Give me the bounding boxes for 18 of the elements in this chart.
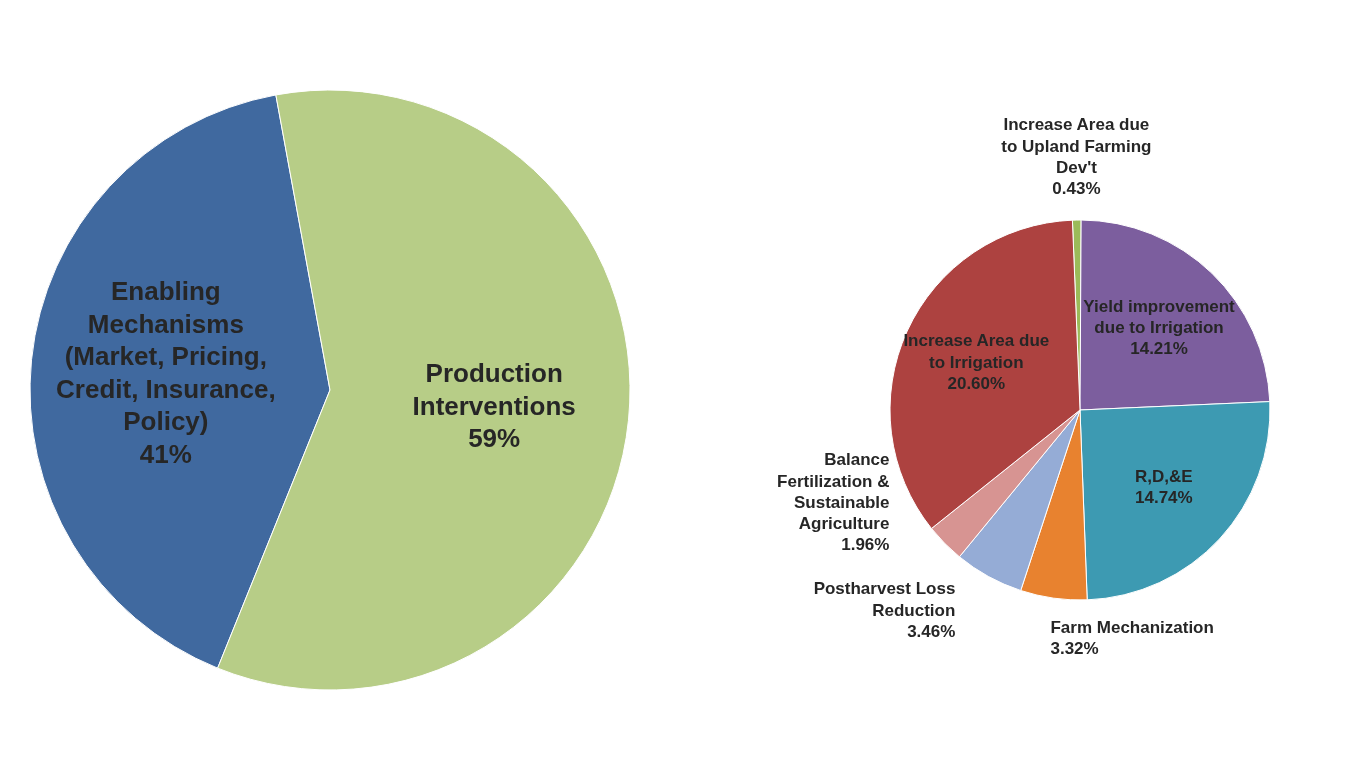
slice-label: Production Interventions xyxy=(412,358,576,421)
slice-label: Enabling Mechanisms (Market, Pricing, Credit, Insurance, Policy) xyxy=(56,276,276,437)
data-label: 14.21% xyxy=(1130,339,1188,359)
slice-label: Postharvest Loss Reduction xyxy=(813,579,956,620)
data-label: 0.43% xyxy=(1052,179,1101,199)
data-label: 3.32% xyxy=(1050,639,1099,659)
data-label: 41% xyxy=(139,438,192,469)
slice-label: Farm Mechanization xyxy=(1050,617,1214,637)
slice-label: Increase Area due to Upland Farming Dev't xyxy=(1001,115,1152,177)
slice-label: Balance Fertilization & Sustainable Agriculture xyxy=(777,450,890,534)
data-label: 1.96% xyxy=(841,535,890,555)
data-label: 14.74% xyxy=(1135,487,1193,507)
data-label: 3.46% xyxy=(907,621,956,641)
slice-label: Yield improvement due to Irrigation xyxy=(1083,296,1236,337)
data-label: 20.60% xyxy=(947,373,1006,393)
slice-label: Increase Area due to Irrigation xyxy=(903,331,1050,372)
data-label: 59% xyxy=(468,423,521,454)
slice-label: R,D,&E xyxy=(1135,466,1193,486)
